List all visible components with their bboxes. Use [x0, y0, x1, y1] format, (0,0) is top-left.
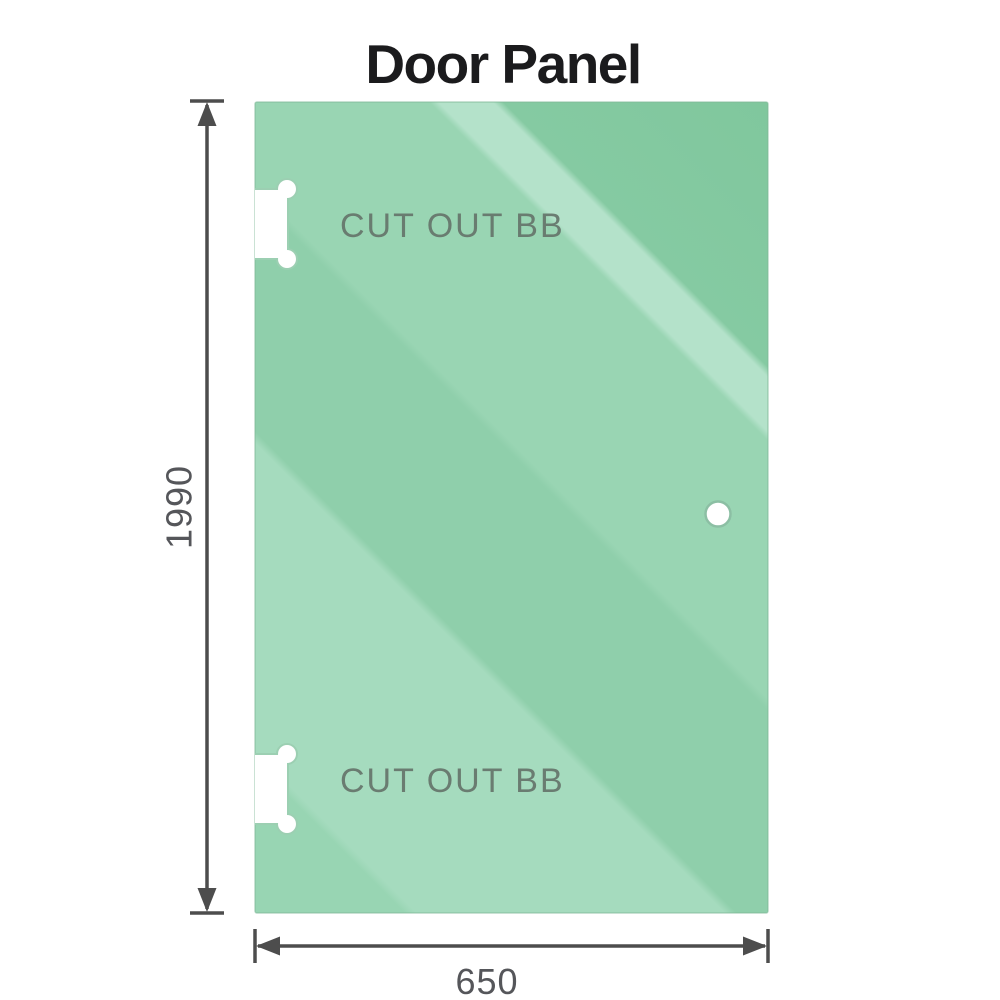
hinge-cutout-bottom-shape — [255, 745, 296, 833]
width-dimension: 650 — [253, 929, 770, 1000]
hinge-cutout-bottom — [255, 743, 298, 835]
width-dimension-value: 650 — [455, 961, 518, 1000]
cutout-top-label: CUT OUT BB — [340, 207, 565, 245]
width-arrow-right-icon — [743, 936, 767, 956]
glass-panel: CUT OUT BB CUT OUT BB — [254, 101, 769, 914]
hinge-cutout-top — [255, 178, 298, 270]
cutout-bottom-label: CUT OUT BB — [340, 762, 565, 800]
height-arrow-up-icon — [197, 102, 217, 126]
handle-hole — [704, 500, 732, 528]
page-title: Door Panel — [365, 33, 640, 95]
height-arrow-down-icon — [197, 888, 217, 912]
hinge-cutout-top-shape — [255, 180, 296, 268]
height-dimension-value: 1990 — [159, 465, 200, 549]
glass-panel-body — [254, 101, 769, 914]
width-arrow-left-icon — [256, 936, 280, 956]
height-dimension: 1990 — [159, 99, 224, 915]
